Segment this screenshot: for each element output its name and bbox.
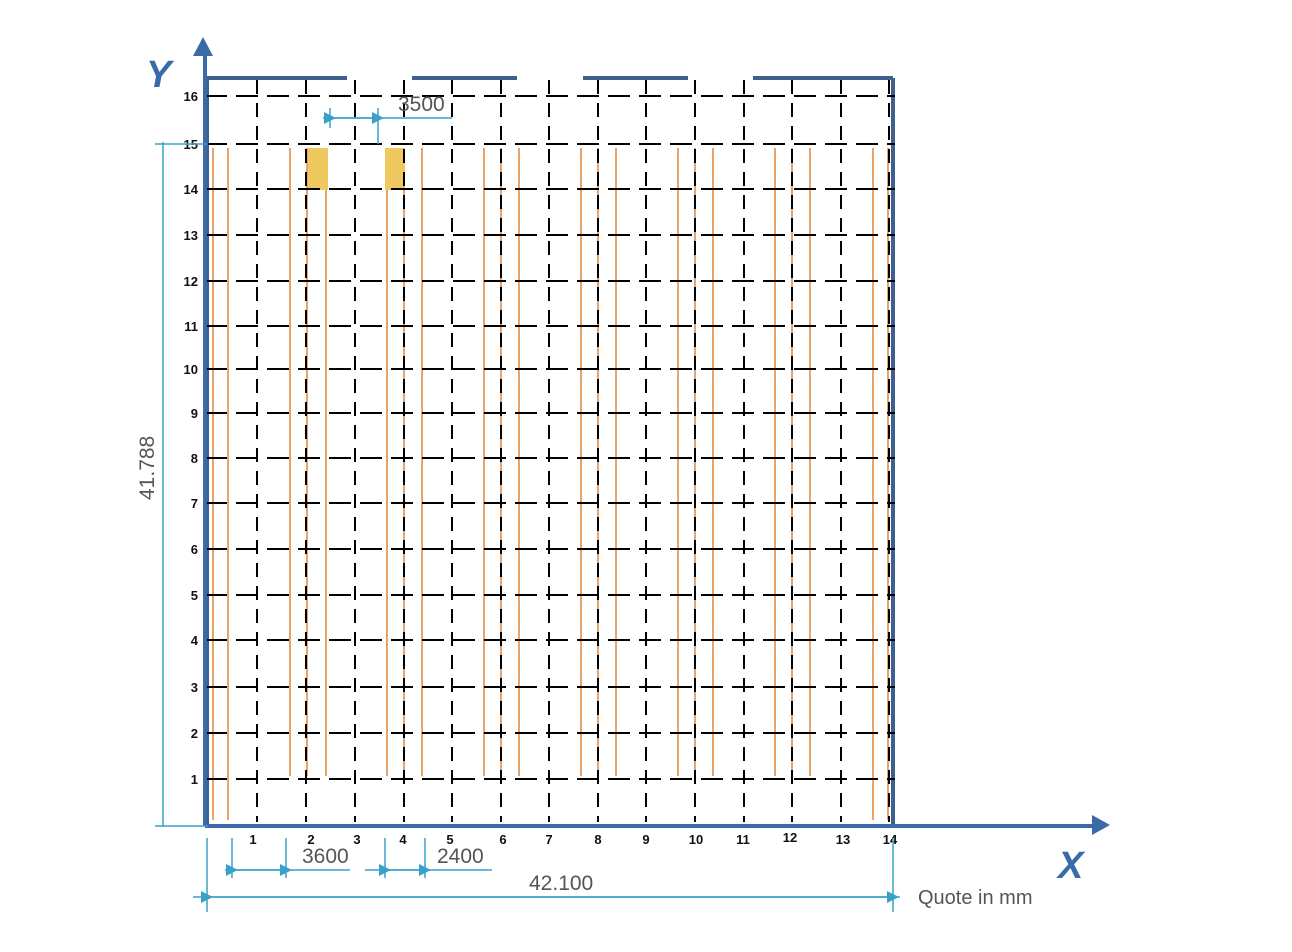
x-axis-title: X bbox=[1056, 845, 1086, 887]
column-label: 2 bbox=[307, 832, 314, 847]
row-label: 14 bbox=[184, 182, 199, 197]
row-label: 8 bbox=[191, 451, 198, 466]
rack-rows bbox=[212, 148, 889, 820]
column-label: 12 bbox=[783, 830, 797, 845]
total-width-label: 42.100 bbox=[529, 872, 593, 895]
unit-note: Quote in mm bbox=[918, 887, 1032, 909]
row-label: 1 bbox=[191, 772, 198, 787]
column-label: 4 bbox=[399, 832, 407, 847]
column-labels: 1 2 3 4 5 6 7 8 9 10 11 12 13 14 bbox=[249, 830, 898, 847]
x-axis-arrowhead bbox=[1092, 815, 1110, 835]
row-label: 10 bbox=[184, 362, 198, 377]
axes: Y X bbox=[146, 37, 1110, 887]
row-label: 9 bbox=[191, 406, 198, 421]
row-label: 13 bbox=[184, 228, 198, 243]
total-height-label: 41.788 bbox=[136, 436, 159, 500]
column-label: 10 bbox=[689, 832, 703, 847]
column-label: 6 bbox=[499, 832, 506, 847]
row-label: 16 bbox=[184, 89, 198, 104]
column-label: 5 bbox=[446, 832, 453, 847]
column-label: 8 bbox=[594, 832, 601, 847]
rack-pitch-label: 3600 bbox=[302, 845, 349, 868]
row-label: 11 bbox=[184, 319, 198, 334]
column-label: 7 bbox=[545, 832, 552, 847]
row-label: 2 bbox=[191, 726, 198, 741]
column-label: 11 bbox=[736, 832, 750, 847]
y-axis-arrowhead bbox=[193, 37, 213, 56]
column-label: 13 bbox=[836, 832, 850, 847]
rack-depth-label: 2400 bbox=[437, 845, 484, 868]
column-label: 14 bbox=[883, 832, 898, 847]
aisle-width-label: 3500 bbox=[398, 93, 445, 116]
row-label: 5 bbox=[191, 588, 198, 603]
dashed-grid bbox=[205, 80, 895, 822]
highlighted-cell-b bbox=[385, 148, 405, 190]
highlighted-cell-a bbox=[308, 148, 328, 190]
row-label: 3 bbox=[191, 680, 198, 695]
column-label: 1 bbox=[249, 832, 256, 847]
row-label: 6 bbox=[191, 542, 198, 557]
dimension-lines bbox=[155, 108, 900, 912]
row-label: 7 bbox=[191, 496, 198, 511]
column-label: 3 bbox=[353, 832, 360, 847]
row-label: 12 bbox=[184, 274, 198, 289]
row-label: 4 bbox=[191, 633, 199, 648]
column-label: 9 bbox=[642, 832, 649, 847]
y-axis-title: Y bbox=[146, 54, 175, 96]
